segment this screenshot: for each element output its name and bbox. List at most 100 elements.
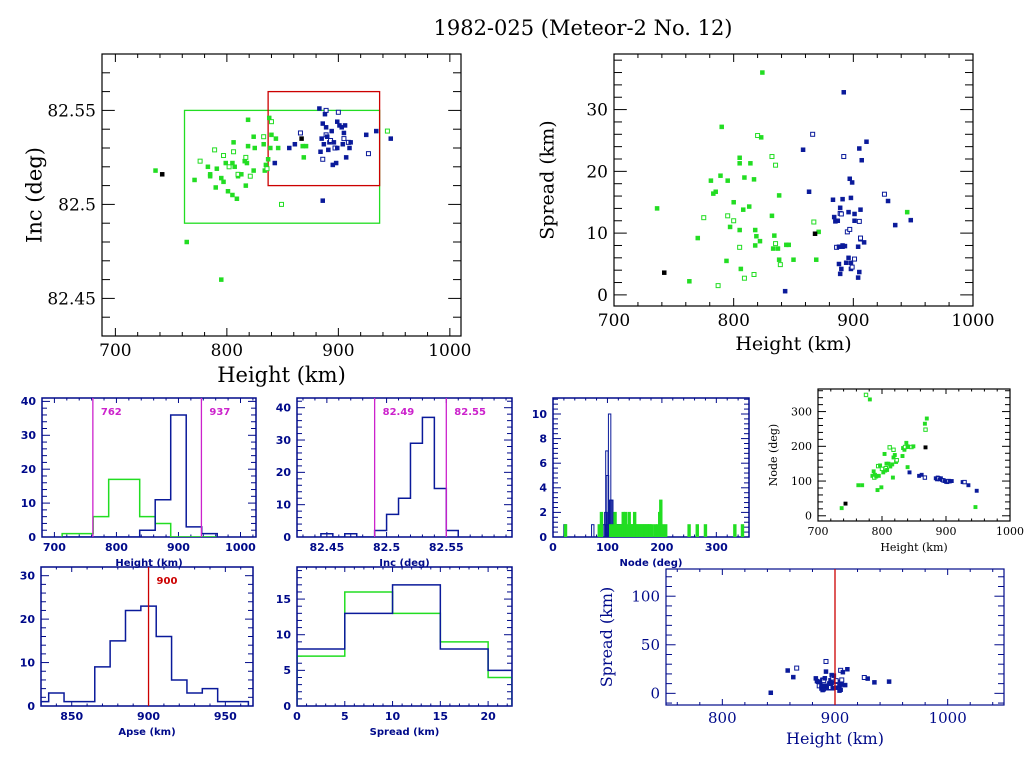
inc-vs-height-green-point (301, 155, 307, 160)
spread-vs-height-wide-ytick-label: 100 (631, 587, 660, 605)
spread-vs-height-blue-point (846, 209, 851, 215)
inc-vs-height-green-point (212, 147, 218, 153)
node-histogram-xtick-label: 200 (650, 541, 673, 554)
node-vs-height-blue-point (974, 488, 979, 493)
spread-vs-height-xlabel: Height (km) (735, 333, 851, 355)
spread-vs-height-green-point (770, 246, 776, 251)
height-histogram-xtick-label: 1000 (225, 541, 256, 554)
node-vs-height-green-point (890, 475, 895, 480)
spread-vs-height-wide-blue-point (872, 680, 877, 685)
spread-vs-height-wide-xtick-label: 1000 (929, 709, 967, 727)
spread-vs-height-blue-point (835, 218, 841, 224)
inc-vs-height-plot-area (153, 90, 394, 282)
inc-vs-height-green-point (214, 166, 220, 171)
inc-vs-height-blue-point (335, 109, 341, 115)
inc-vs-height-green-point (269, 132, 274, 138)
node-vs-height-green-point (973, 505, 978, 510)
spread-vs-height-blue-point (852, 256, 858, 262)
inc-vs-height-blue-point (347, 145, 352, 151)
inc-vs-height-green-point (213, 185, 218, 190)
spread-vs-height-ytick-label: 30 (586, 101, 608, 121)
inc-vs-height-blue-point (342, 123, 348, 128)
apse-histogram-ytick-label: 20 (20, 613, 36, 626)
height-histogram-panel: 700 800 900 1000 0 10 20 30 40 Height (km) 762 937 (21, 395, 257, 569)
node-vs-height-plot-area (839, 392, 979, 511)
height-histogram-ytick-label: 0 (28, 531, 36, 544)
spread-vs-height-blue-point (846, 255, 851, 261)
inc-vs-height-xlabel: Height (km) (217, 363, 346, 387)
spread-histogram-plot-area (297, 584, 512, 706)
inc-histogram-panel: 82.45 82.5 82.55 0 10 20 30 40 Inc (deg) 82.49 82.… (276, 397, 513, 569)
node-vs-height-green-point (860, 483, 865, 488)
node-histogram-blue-bar (591, 524, 595, 537)
inc-vs-height-blue-point (320, 156, 326, 162)
spread-histogram-ytick-label: 0 (283, 700, 291, 713)
inc-vs-height-blue-point (341, 130, 347, 136)
spread-vs-height-green-point (754, 233, 759, 239)
inc-vs-height-green-point (243, 154, 249, 160)
inc-vs-height-green-point (221, 179, 226, 185)
inc-histogram-ytick-label: 20 (276, 466, 292, 479)
spread-vs-height-blue-point (837, 205, 843, 211)
inc-histogram-frame (296, 397, 513, 538)
inc-vs-height-green-point (251, 168, 256, 173)
spread-vs-height-green-point (654, 206, 660, 211)
inc-vs-height-green-point (232, 164, 237, 170)
node-vs-height-green-point (891, 447, 896, 452)
spread-vs-height-green-point (757, 238, 763, 244)
inc-vs-height-green-point (207, 173, 213, 179)
inc-vs-height-green-point (303, 143, 309, 149)
node-histogram-green-bar (660, 524, 665, 537)
inc-vs-height-green-point (230, 160, 235, 166)
node-vs-height-blue-point (962, 479, 967, 485)
node-histogram-ytick-label: 10 (532, 408, 548, 421)
spread-vs-height-green-point (731, 199, 736, 205)
node-vs-height-green-point (876, 473, 881, 478)
spread-vs-height-wide-blue-point (822, 676, 828, 681)
spread-histogram-xtick-label: 20 (480, 710, 496, 723)
inc-vs-height-xtick-label: 800 (211, 341, 243, 361)
spread-vs-height-green-point (718, 173, 723, 178)
node-vs-height-ytick-label: 300 (791, 405, 812, 418)
node-histogram-frame (552, 397, 750, 538)
height-histogram-plot-area (61, 414, 218, 537)
spread-vs-height-green-point (737, 161, 742, 166)
apse-histogram-ytick-label: 0 (27, 700, 35, 713)
inc-vs-height-green-point (245, 117, 251, 123)
inc-vs-height-green-point (261, 141, 266, 147)
node-vs-height-xtick-label: 800 (872, 525, 893, 538)
node-histogram-green-bar (740, 524, 745, 537)
inc-vs-height-green-point (279, 201, 284, 207)
inc-histogram-blue-step (320, 416, 459, 537)
spread-histogram-green-step (297, 591, 512, 706)
node-vs-height-green-point (863, 392, 869, 398)
spread-vs-height-green-point (687, 279, 692, 284)
inc-vs-height-green-point (252, 145, 257, 151)
inc-vs-height-green-point (205, 164, 211, 170)
height-histogram-vline-label: 937 (209, 407, 230, 418)
inc-vs-height-green-point (384, 128, 390, 134)
spread-vs-height-wide-blue-point (791, 674, 796, 680)
inc-vs-height-blue-point (340, 141, 346, 147)
inc-vs-height-frame (101, 53, 462, 337)
node-vs-height-ytick-label: 200 (791, 440, 812, 453)
inc-vs-height-blue-point (365, 151, 371, 157)
spread-vs-height-green-point (760, 70, 765, 75)
spread-vs-height-green-point (738, 266, 744, 272)
spread-histogram-xtick-label: 15 (433, 710, 448, 723)
node-histogram-green-bar (599, 511, 604, 537)
height-histogram-xtick-label: 700 (43, 541, 66, 554)
node-histogram-green-bar (616, 524, 620, 537)
node-histogram-ytick-label: 8 (539, 432, 547, 445)
spread-vs-height-blue-point (842, 243, 848, 249)
node-vs-height-frame (817, 388, 1011, 522)
spread-histogram-xtick-label: 10 (385, 710, 401, 723)
apse-histogram-xtick-label: 850 (60, 710, 83, 723)
node-histogram-xtick-label: 0 (549, 541, 557, 554)
height-histogram-vline-label: 762 (101, 407, 122, 418)
node-histogram-green-bar (609, 524, 613, 537)
node-histogram-ytick-label: 2 (539, 506, 547, 519)
inc-vs-height-blue-point (324, 134, 330, 139)
spread-vs-height-wide-ytick-label: 50 (641, 636, 660, 654)
red-selection-box (267, 90, 381, 187)
